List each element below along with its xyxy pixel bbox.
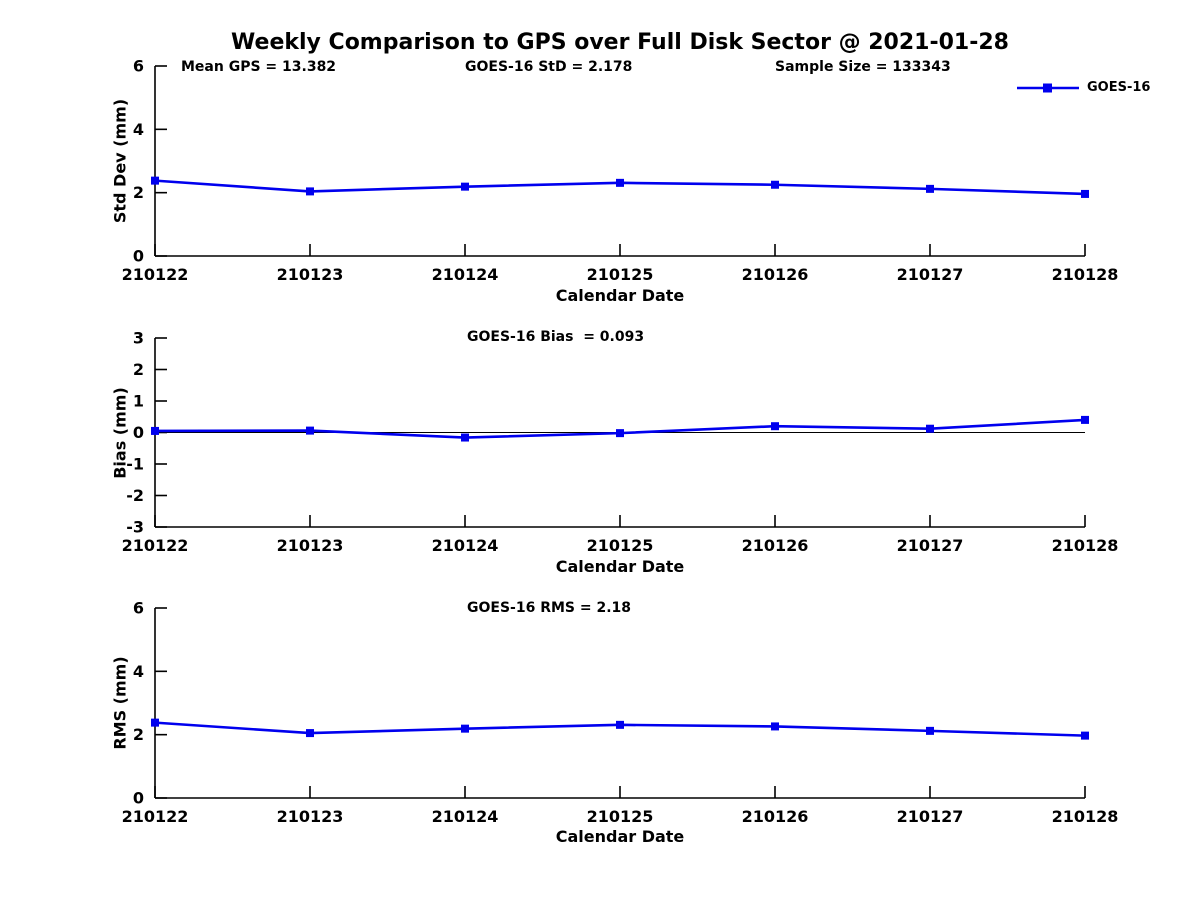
svg-text:210122: 210122 <box>122 265 189 284</box>
svg-text:-1: -1 <box>126 455 144 474</box>
svg-text:-2: -2 <box>126 486 144 505</box>
legend-label: GOES-16 <box>1087 80 1151 95</box>
svg-text:-3: -3 <box>126 518 144 537</box>
svg-text:210127: 210127 <box>897 536 964 555</box>
svg-text:0: 0 <box>133 247 144 266</box>
svg-text:4: 4 <box>133 120 144 139</box>
svg-text:210124: 210124 <box>432 265 499 284</box>
svg-text:210123: 210123 <box>277 536 344 555</box>
svg-text:210125: 210125 <box>587 536 654 555</box>
svg-text:210125: 210125 <box>587 265 654 284</box>
legend-line-marker-icon <box>1017 83 1079 92</box>
svg-text:210122: 210122 <box>122 536 189 555</box>
svg-text:2: 2 <box>133 360 144 379</box>
svg-text:2: 2 <box>133 183 144 202</box>
svg-text:210122: 210122 <box>122 807 189 826</box>
x-axis-label-calendar-date-bottom: Calendar Date <box>555 827 685 846</box>
svg-text:0: 0 <box>133 789 144 808</box>
svg-text:210124: 210124 <box>432 536 499 555</box>
annotation-goes16-rms: GOES-16 RMS = 2.18 <box>467 600 632 616</box>
x-axis-label-calendar-date-top: Calendar Date <box>555 286 685 305</box>
svg-text:210128: 210128 <box>1052 536 1119 555</box>
svg-text:210125: 210125 <box>587 807 654 826</box>
svg-text:210123: 210123 <box>277 807 344 826</box>
svg-text:4: 4 <box>133 662 144 681</box>
svg-text:1: 1 <box>133 392 144 411</box>
x-axis-label-calendar-date-middle: Calendar Date <box>555 557 685 576</box>
svg-text:3: 3 <box>133 329 144 348</box>
svg-text:210126: 210126 <box>742 536 809 555</box>
svg-text:210128: 210128 <box>1052 265 1119 284</box>
figure-title: Weekly Comparison to GPS over Full Disk … <box>231 30 1009 55</box>
svg-text:210123: 210123 <box>277 265 344 284</box>
legend[interactable]: GOES-16 <box>1016 80 1150 95</box>
svg-text:210124: 210124 <box>432 807 499 826</box>
svg-text:210127: 210127 <box>897 807 964 826</box>
annotation-sample-size: Sample Size = 133343 <box>775 59 951 75</box>
svg-text:0: 0 <box>133 423 144 442</box>
svg-text:210127: 210127 <box>897 265 964 284</box>
subplot-std-dev: 0 2 4 6 210122 210123 210124 210125 210126 210127… <box>122 57 1119 285</box>
annotation-mean-gps: Mean GPS = 13.382 <box>181 59 337 75</box>
svg-text:210126: 210126 <box>742 265 809 284</box>
svg-text:210126: 210126 <box>742 807 809 826</box>
svg-text:210128: 210128 <box>1052 807 1119 826</box>
annotation-goes16-bias: GOES-16 Bias = 0.093 <box>467 329 645 345</box>
svg-text:6: 6 <box>133 57 144 76</box>
annotation-goes16-std: GOES-16 StD = 2.178 <box>465 59 633 75</box>
subplot-rms: 0 2 4 6 210122 210123 210124 210125 210126 210127… <box>122 599 1119 827</box>
svg-text:6: 6 <box>133 599 144 618</box>
subplot-bias: -3 -2 -1 0 1 2 3 210122 210123 210124 210125 210126… <box>122 329 1119 556</box>
svg-text:2: 2 <box>133 725 144 744</box>
